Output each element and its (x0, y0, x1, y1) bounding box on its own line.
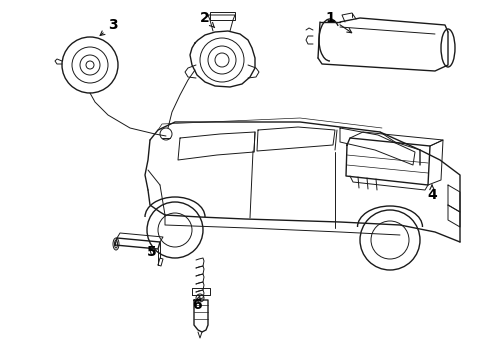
Bar (209, 12, 235, 20)
Text: 5: 5 (147, 245, 157, 259)
Text: 6: 6 (192, 295, 202, 312)
Text: 2: 2 (200, 11, 214, 28)
Text: 1: 1 (325, 11, 351, 33)
Text: 4: 4 (426, 185, 436, 202)
Text: 3: 3 (100, 18, 118, 36)
